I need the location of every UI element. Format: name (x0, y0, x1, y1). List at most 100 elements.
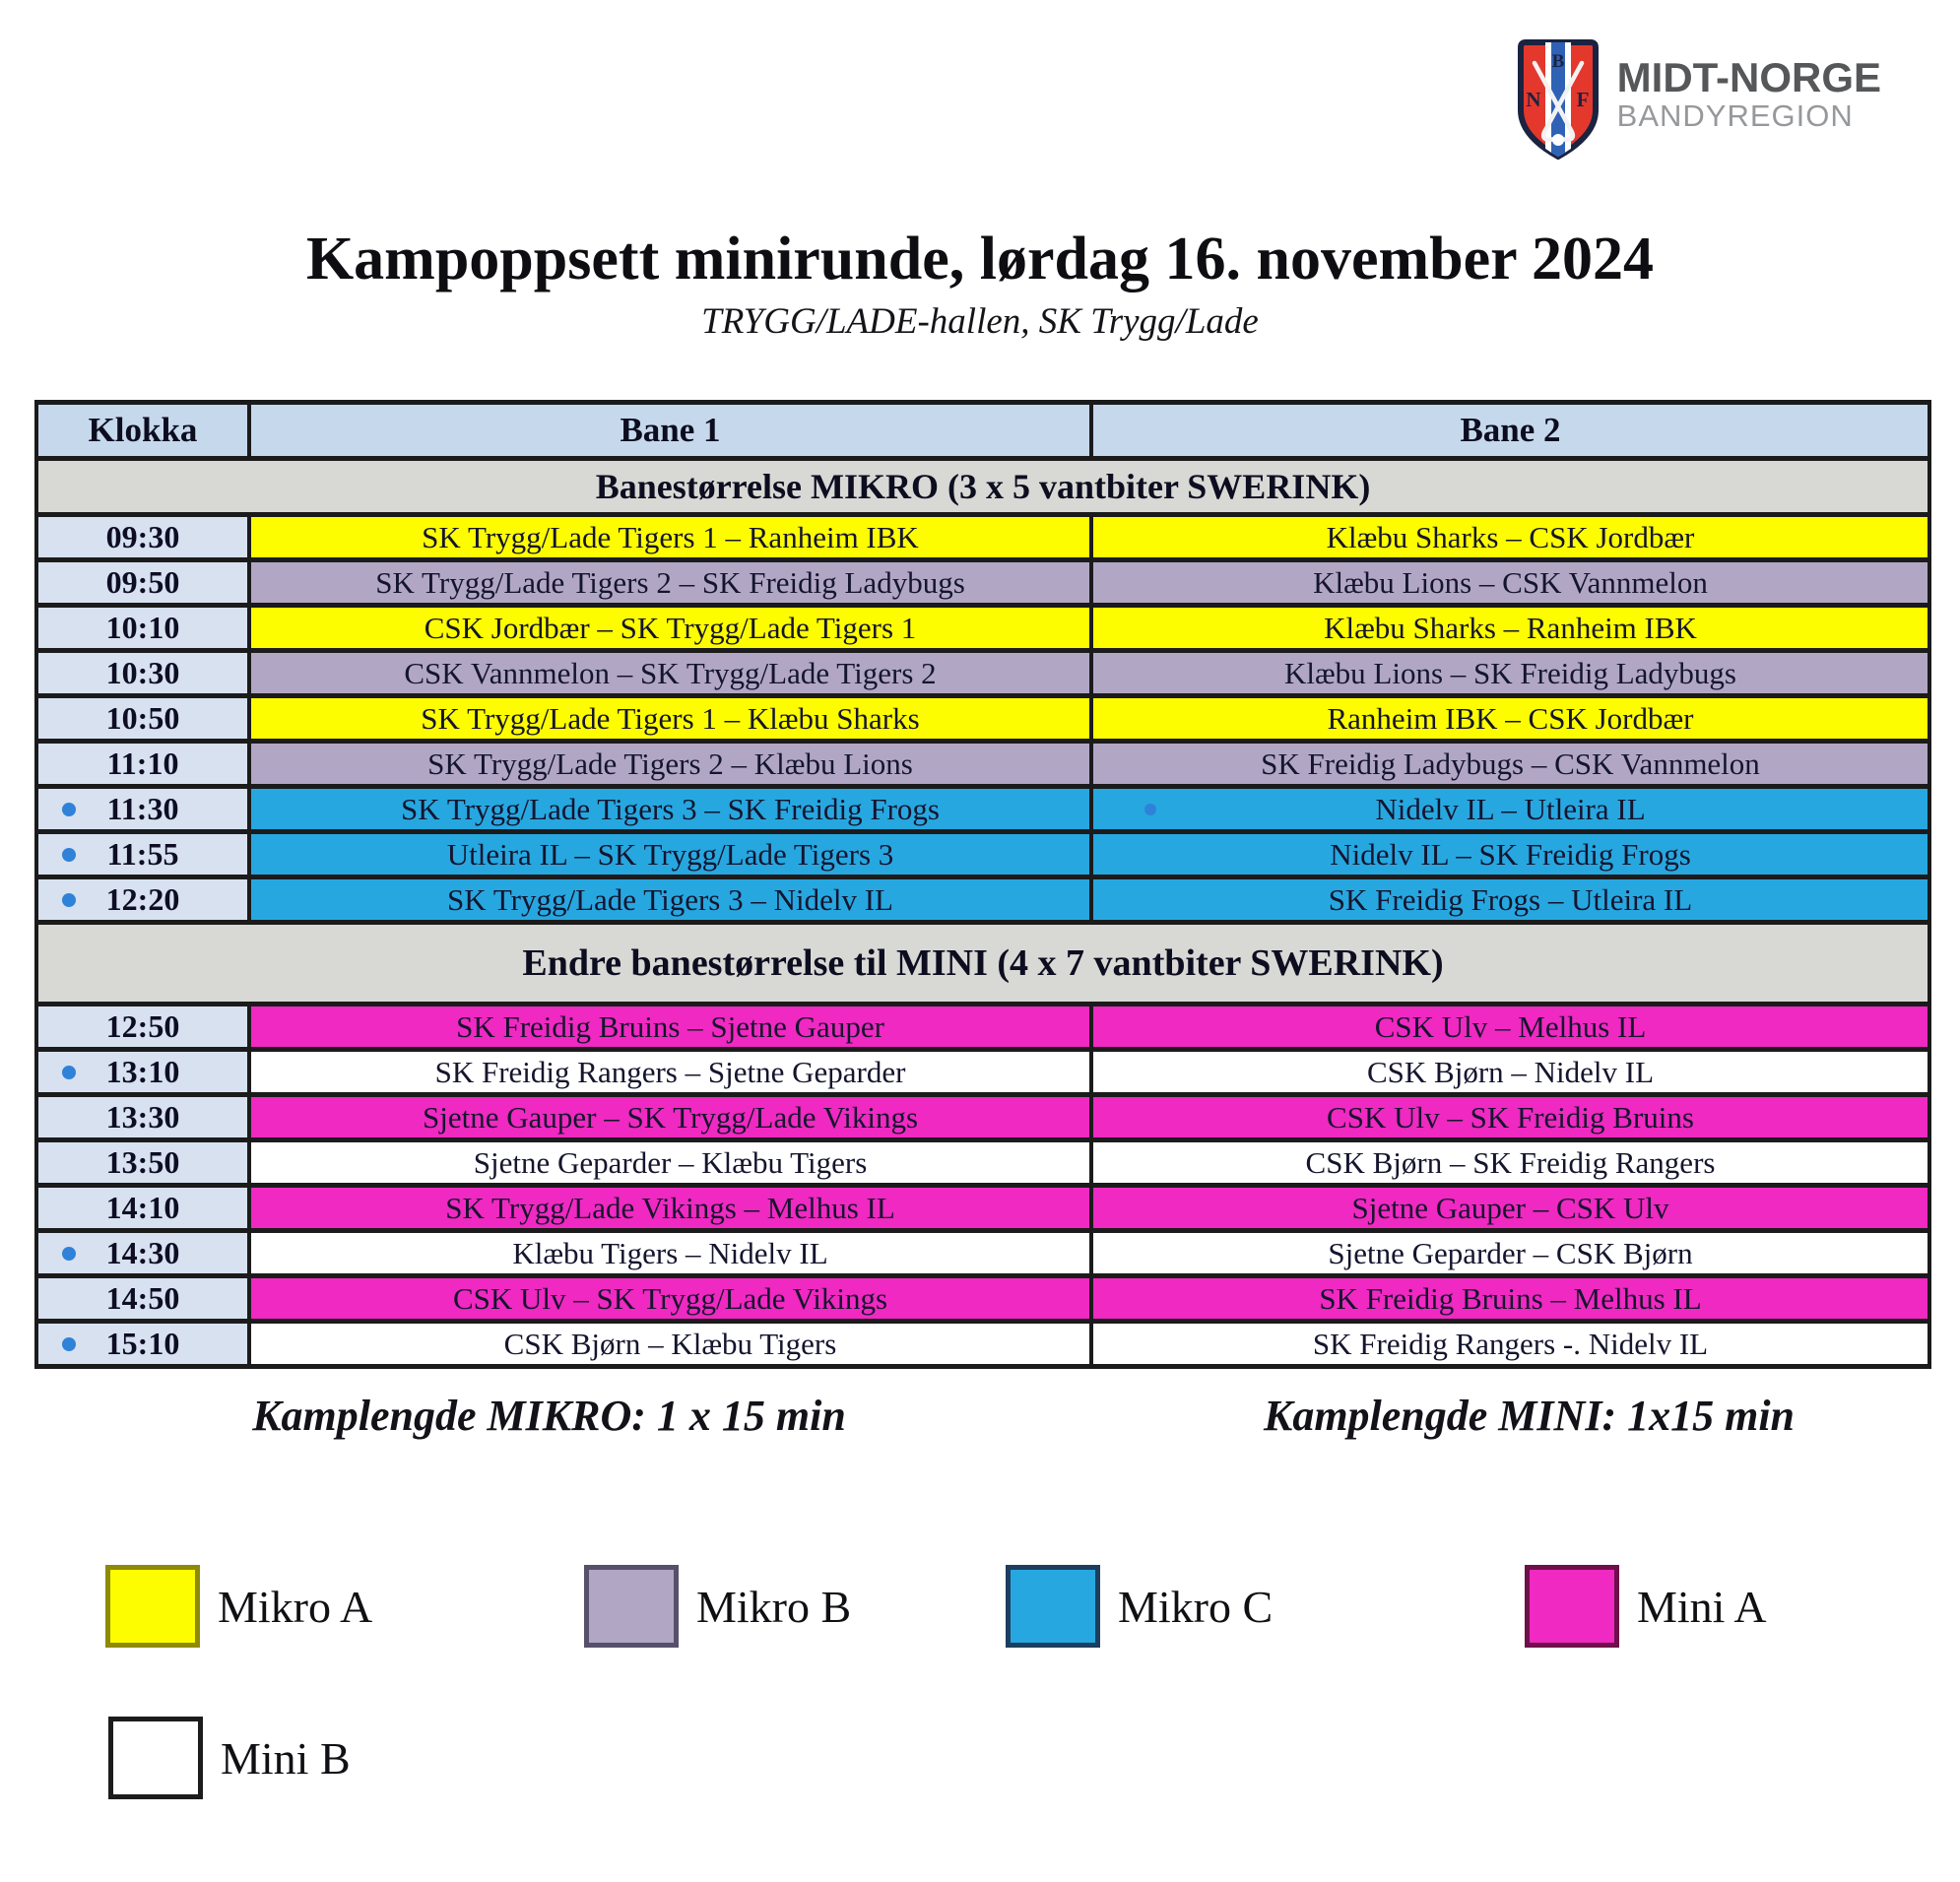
shield-letter-n: N (1526, 88, 1540, 111)
legend: Mikro A Mikro B Mikro C Mini A Mini B (0, 1547, 1960, 1882)
bane2-match-cell: Klæbu Sharks – CSK Jordbær (1089, 512, 1931, 562)
table-row: 11:30 SK Trygg/Lade Tigers 3 – SK Freidig… (34, 784, 1931, 834)
match-label: CSK Bjørn – Nidelv IL (1366, 1054, 1655, 1089)
legend-label: Mini B (221, 1732, 351, 1784)
table-row: 10:50 SK Trygg/Lade Tigers 1 – Klæbu Shar… (34, 693, 1931, 744)
org-name: MIDT-NORGE (1616, 54, 1881, 100)
time-cell: 09:30 (34, 512, 251, 562)
match-label: SK Freidig Bruins – Melhus IL (1319, 1280, 1702, 1316)
time-label: 13:10 (105, 1054, 180, 1090)
legend-swatch (1006, 1565, 1100, 1648)
table-row: 09:50 SK Trygg/Lade Tigers 2 – SK Freidig… (34, 557, 1931, 608)
match-label: Sjetne Geparder – CSK Bjørn (1328, 1235, 1693, 1270)
bane1-match-cell: SK Freidig Bruins – Sjetne Gauper (247, 1002, 1093, 1052)
bane1-match-cell: SK Trygg/Lade Vikings – Melhus IL (247, 1183, 1093, 1233)
schedule-body: Banestørrelse MIKRO (3 x 5 vantbiter SWE… (34, 456, 1931, 1369)
time-cell: 12:50 (34, 1002, 251, 1052)
bane1-match-cell: Sjetne Geparder – Klæbu Tigers (247, 1137, 1093, 1188)
bane1-match-cell: CSK Ulv – SK Trygg/Lade Vikings (247, 1273, 1093, 1324)
footnote-mini: Kamplengde MINI: 1x15 min (1263, 1392, 1796, 1440)
page-subtitle: TRYGG/LADE-hallen, SK Trygg/Lade (701, 301, 1259, 342)
match-label: Nidelv IL – Utleira IL (1375, 791, 1646, 826)
bane2-match-cell: Ranheim IBK – CSK Jordbær (1089, 693, 1931, 744)
time-cell: 11:55 (34, 829, 251, 879)
section-header-row: Banestørrelse MIKRO (3 x 5 vantbiter SWE… (34, 456, 1931, 517)
match-label: Ranheim IBK – CSK Jordbær (1327, 700, 1694, 736)
bane2-match-cell: Nidelv IL – SK Freidig Frogs (1089, 829, 1931, 879)
logo-text: MIDT-NORGE BANDYREGION (1617, 37, 1881, 134)
bane2-match-cell: CSK Bjørn – Nidelv IL (1089, 1047, 1931, 1097)
bane1-match-cell: SK Trygg/Lade Tigers 2 – SK Freidig Lady… (247, 557, 1093, 608)
bane1-match-cell: Utleira IL – SK Trygg/Lade Tigers 3 (247, 829, 1093, 879)
bane1-match-cell: CSK Jordbær – SK Trygg/Lade Tigers 1 (247, 603, 1093, 653)
bullet-icon (62, 802, 76, 816)
bane1-match-cell: Sjetne Gauper – SK Trygg/Lade Vikings (247, 1092, 1093, 1142)
page-title: Kampoppsett minirunde, lørdag 16. novemb… (305, 226, 1655, 292)
time-label: 12:20 (105, 881, 180, 918)
match-label: Klæbu Sharks – CSK Jordbær (1326, 519, 1695, 554)
time-label: 13:50 (105, 1144, 180, 1181)
table-row: 14:10 SK Trygg/Lade Vikings – Melhus IL Sj… (34, 1183, 1931, 1233)
col-header-klokka: Klokka (34, 400, 251, 461)
match-label: SK Freidig Ladybugs – CSK Vannmelon (1261, 746, 1760, 781)
legend-item: Mikro B (584, 1565, 851, 1648)
time-label: 11:55 (106, 836, 179, 873)
table-row: 11:55 Utleira IL – SK Trygg/Lade Tigers 3… (34, 829, 1931, 879)
logo: N B F MIDT-NORGE BANDYREGION (0, 0, 1960, 163)
page: { "logo": { "org_name": "MIDT-NORGE", "o… (0, 0, 1960, 1799)
bullet-icon (62, 1336, 76, 1351)
time-cell: 10:10 (34, 603, 251, 653)
bane1-match-cell: SK Freidig Rangers – Sjetne Geparder (247, 1047, 1093, 1097)
section-header-row: Endre banestørrelse til MINI (4 x 7 vant… (34, 920, 1931, 1006)
bane2-match-cell: SK Freidig Frogs – Utleira IL (1089, 875, 1931, 925)
time-cell: 09:50 (34, 557, 251, 608)
section-header-cell: Endre banestørrelse til MINI (4 x 7 vant… (34, 920, 1931, 1006)
time-label: 13:30 (105, 1099, 180, 1136)
bullet-icon (62, 892, 76, 907)
legend-label: Mini A (1637, 1581, 1767, 1632)
time-label: 09:30 (105, 519, 180, 555)
org-subtitle: BANDYREGION (1616, 98, 1854, 133)
time-cell: 12:20 (34, 875, 251, 925)
table-header-row: Klokka Bane 1 Bane 2 (34, 400, 1931, 461)
section-header-cell: Banestørrelse MIKRO (3 x 5 vantbiter SWE… (34, 456, 1931, 517)
bane2-match-cell: Sjetne Geparder – CSK Bjørn (1089, 1228, 1931, 1278)
table-row: 13:50 Sjetne Geparder – Klæbu Tigers CSK B… (34, 1137, 1931, 1188)
time-cell: 14:50 (34, 1273, 251, 1324)
match-label: Klæbu Sharks – Ranheim IBK (1324, 610, 1697, 645)
legend-label: Mikro C (1118, 1581, 1274, 1632)
time-label: 11:10 (106, 746, 179, 782)
time-cell: 13:30 (34, 1092, 251, 1142)
col-header-bane2: Bane 2 (1089, 400, 1931, 461)
time-label: 14:10 (105, 1190, 180, 1226)
bane2-match-cell: Sjetne Gauper – CSK Ulv (1089, 1183, 1931, 1233)
club-shield-icon: N B F (1517, 39, 1599, 161)
match-label: SK Freidig Frogs – Utleira IL (1328, 881, 1693, 917)
bane1-match-cell: CSK Vannmelon – SK Trygg/Lade Tigers 2 (247, 648, 1093, 698)
bane2-match-cell: CSK Ulv – Melhus IL (1089, 1002, 1931, 1052)
legend-swatch (584, 1565, 679, 1648)
time-cell: 10:50 (34, 693, 251, 744)
match-label: SK Freidig Rangers -. Nidelv IL (1312, 1326, 1709, 1361)
table-row: 13:10 SK Freidig Rangers – Sjetne Geparde… (34, 1047, 1931, 1097)
bane2-match-cell: CSK Ulv – SK Freidig Bruins (1089, 1092, 1931, 1142)
bullet-icon (62, 1246, 76, 1261)
bane2-match-cell: CSK Bjørn – SK Freidig Rangers (1089, 1137, 1931, 1188)
time-cell: 13:10 (34, 1047, 251, 1097)
time-label: 12:50 (105, 1008, 180, 1045)
bullet-icon (1144, 803, 1156, 815)
table-row: 09:30 SK Trygg/Lade Tigers 1 – Ranheim IB… (34, 512, 1931, 562)
bane2-match-cell: Nidelv IL – Utleira IL (1089, 784, 1931, 834)
match-label: Klæbu Lions – CSK Vannmelon (1313, 564, 1708, 600)
legend-label: Mikro A (218, 1581, 373, 1632)
bane2-match-cell: Klæbu Lions – CSK Vannmelon (1089, 557, 1931, 608)
table-row: 11:10 SK Trygg/Lade Tigers 2 – Klæbu Lion… (34, 739, 1931, 789)
time-cell: 14:10 (34, 1183, 251, 1233)
legend-swatch (108, 1717, 203, 1799)
bullet-icon (62, 847, 76, 862)
bane1-match-cell: SK Trygg/Lade Tigers 2 – Klæbu Lions (247, 739, 1093, 789)
legend-item: Mini A (1525, 1565, 1767, 1648)
table-row: 12:20 SK Trygg/Lade Tigers 3 – Nidelv IL S… (34, 875, 1931, 925)
time-label: 10:10 (105, 610, 180, 646)
table-row: 15:10 CSK Bjørn – Klæbu Tigers SK Freidig … (34, 1319, 1931, 1369)
